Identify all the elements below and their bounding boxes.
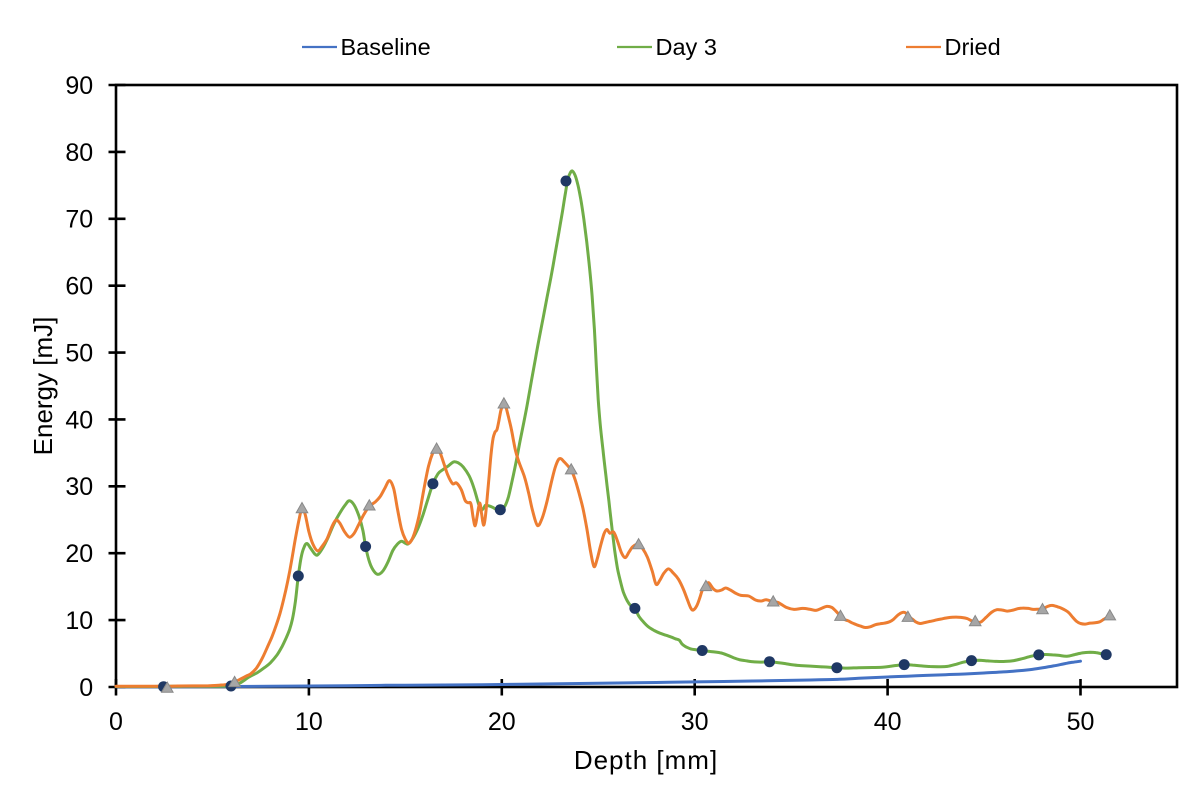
svg-text:20: 20: [65, 540, 93, 568]
svg-text:0: 0: [109, 708, 123, 736]
svg-text:Depth [mm]: Depth [mm]: [574, 745, 718, 775]
svg-text:50: 50: [1067, 708, 1095, 736]
svg-text:Day 3: Day 3: [656, 34, 717, 60]
svg-text:50: 50: [65, 340, 93, 368]
svg-text:80: 80: [65, 139, 93, 167]
svg-text:Dried: Dried: [945, 34, 1001, 60]
svg-text:10: 10: [65, 607, 93, 635]
svg-text:Baseline: Baseline: [341, 34, 431, 60]
svg-text:30: 30: [65, 473, 93, 501]
svg-text:Energy [mJ]: Energy [mJ]: [28, 317, 58, 456]
svg-text:40: 40: [65, 406, 93, 434]
svg-text:0: 0: [79, 674, 93, 702]
svg-text:40: 40: [874, 708, 902, 736]
svg-text:10: 10: [295, 708, 323, 736]
svg-text:70: 70: [65, 206, 93, 234]
svg-text:90: 90: [65, 72, 93, 100]
svg-text:20: 20: [488, 708, 516, 736]
svg-text:60: 60: [65, 273, 93, 301]
svg-text:30: 30: [681, 708, 709, 736]
